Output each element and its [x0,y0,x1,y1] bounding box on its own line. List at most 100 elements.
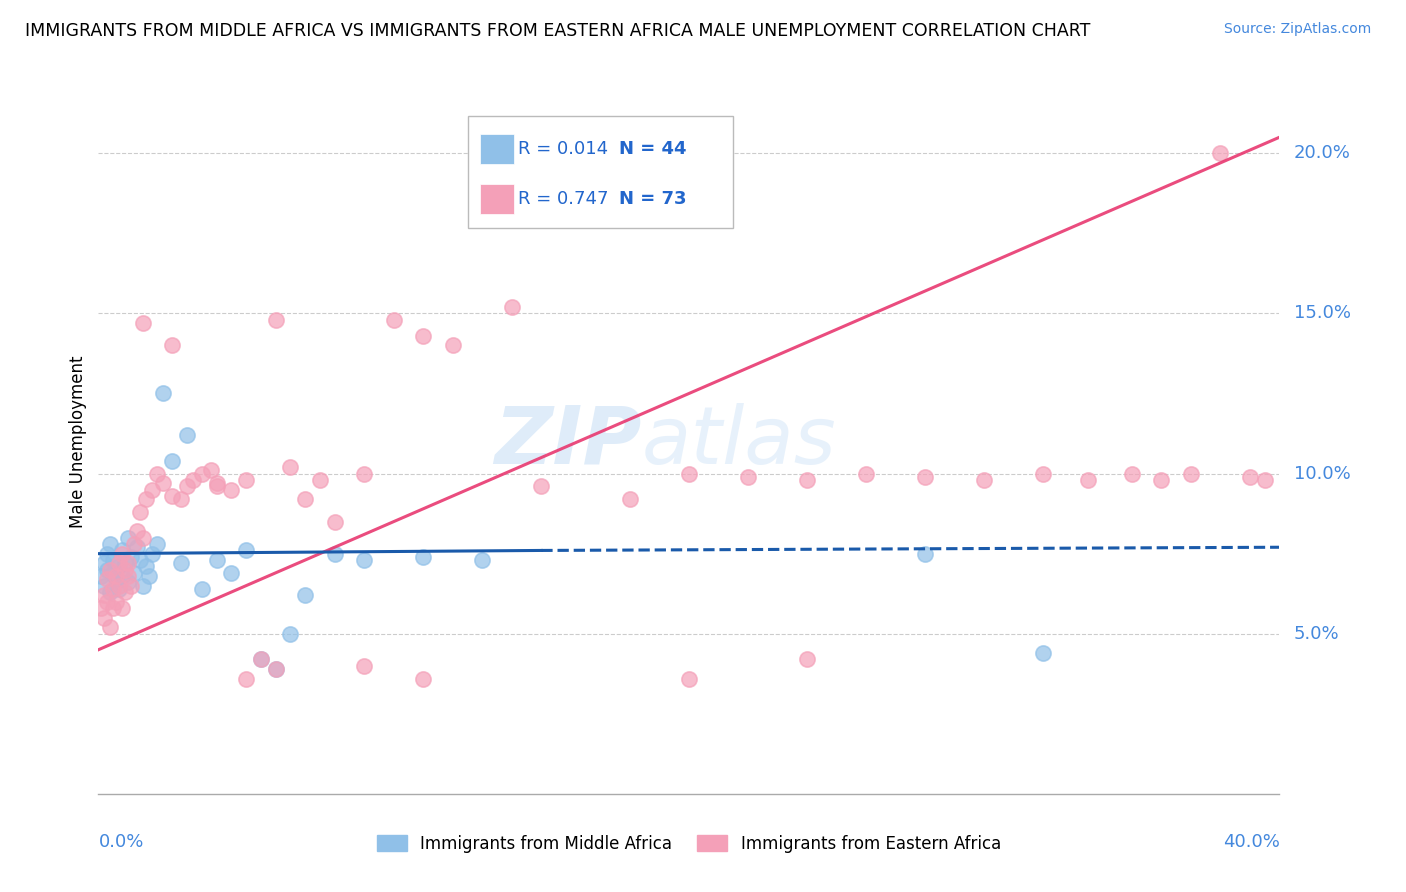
Point [108,579,131,593]
Point [103,566,125,580]
Point [96,563,118,577]
Point [170,492,193,507]
Point [103,582,125,596]
Point [855,467,877,481]
Point [105,572,128,586]
Text: IMMIGRANTS FROM MIDDLE AFRICA VS IMMIGRANTS FROM EASTERN AFRICA MALE UNEMPLOYMEN: IMMIGRANTS FROM MIDDLE AFRICA VS IMMIGRA… [25,22,1091,40]
Point [973,473,995,487]
Point [412,328,434,343]
Point [98,563,121,577]
Point [105,595,128,609]
Point [235,543,257,558]
Point [96,572,118,586]
Point [146,467,169,481]
Text: Source: ZipAtlas.com: Source: ZipAtlas.com [1223,22,1371,37]
Point [441,338,464,352]
Point [170,556,193,570]
Point [132,579,155,593]
Point [1032,646,1054,660]
Point [96,547,118,561]
Point [103,553,125,567]
Point [1254,473,1277,487]
Point [162,338,183,352]
Point [90,569,112,583]
Point [162,454,183,468]
Text: ZIP: ZIP [495,402,641,481]
Point [176,479,198,493]
Point [309,473,332,487]
Point [250,652,273,666]
Point [117,575,139,590]
Point [111,569,134,583]
Point [914,547,936,561]
Point [353,553,375,567]
Point [412,549,434,564]
Text: 0.0%: 0.0% [98,832,143,851]
Point [737,469,759,483]
Text: atlas: atlas [641,402,837,481]
Point [294,588,316,602]
Point [796,652,818,666]
Point [90,601,112,615]
Legend: Immigrants from Middle Africa, Immigrants from Eastern Africa: Immigrants from Middle Africa, Immigrant… [370,828,1008,860]
Point [114,563,136,577]
Point [221,566,243,580]
Point [132,531,155,545]
Point [117,531,139,545]
Point [619,492,641,507]
Point [111,601,134,615]
Text: 10.0%: 10.0% [1294,465,1350,483]
Point [382,313,405,327]
Point [353,467,375,481]
Point [914,469,936,483]
Text: N = 44: N = 44 [620,140,688,158]
Point [141,547,163,561]
Point [111,547,134,561]
Point [1239,469,1261,483]
Point [103,601,125,615]
Point [205,479,228,493]
Text: 40.0%: 40.0% [1223,832,1279,851]
Point [205,476,228,491]
Point [135,559,157,574]
Point [471,553,494,567]
Point [1077,473,1099,487]
Point [93,579,115,593]
Point [353,658,375,673]
Point [294,492,316,507]
Point [146,537,169,551]
Point [1180,467,1202,481]
Point [280,626,302,640]
Point [176,428,198,442]
Point [323,547,346,561]
Point [162,489,183,503]
Point [117,569,139,583]
Point [98,537,121,551]
Y-axis label: Male Unemployment: Male Unemployment [69,355,87,528]
Point [128,505,150,519]
Point [138,569,160,583]
Text: R = 0.014: R = 0.014 [519,140,609,158]
Point [678,672,700,686]
Text: 5.0%: 5.0% [1294,624,1340,643]
Text: N = 73: N = 73 [620,190,688,208]
Point [264,313,287,327]
Point [120,549,142,564]
Point [125,524,148,539]
Point [120,579,142,593]
Text: 20.0%: 20.0% [1294,145,1351,162]
Point [323,515,346,529]
Point [108,556,131,570]
Point [125,540,148,554]
Point [114,556,136,570]
Point [152,476,174,491]
Point [114,585,136,599]
Point [235,473,257,487]
Point [1121,467,1143,481]
Point [1032,467,1054,481]
Point [105,569,128,583]
Point [191,467,214,481]
Point [191,582,214,596]
Point [141,483,163,497]
Point [501,300,523,314]
